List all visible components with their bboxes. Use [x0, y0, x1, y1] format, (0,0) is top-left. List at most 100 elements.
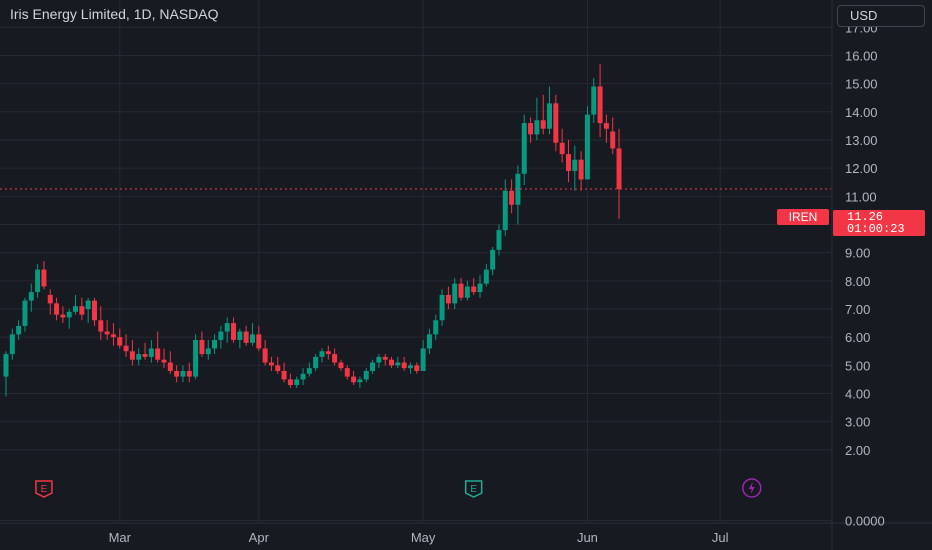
candle-body[interactable] — [351, 376, 357, 383]
candle-body[interactable] — [54, 303, 60, 315]
candle-body[interactable] — [370, 362, 376, 371]
candle-body[interactable] — [249, 334, 255, 343]
candle-body[interactable] — [117, 337, 123, 346]
candle-body[interactable] — [540, 120, 546, 129]
candle-body[interactable] — [471, 286, 477, 293]
candle-body[interactable] — [16, 325, 22, 335]
candle-body[interactable] — [477, 283, 483, 293]
candle-body[interactable] — [464, 286, 470, 298]
candle-body[interactable] — [66, 311, 72, 318]
candle-body[interactable] — [521, 123, 527, 174]
candle-body[interactable] — [256, 334, 262, 349]
candle-body[interactable] — [319, 351, 325, 357]
candle-body[interactable] — [161, 359, 167, 363]
candle-body[interactable] — [313, 356, 319, 369]
candle-body[interactable] — [515, 173, 521, 205]
candle-body[interactable] — [287, 379, 293, 386]
candle-body[interactable] — [306, 368, 312, 374]
candle-body[interactable] — [294, 379, 300, 386]
candle-body[interactable] — [572, 159, 578, 171]
candle-body[interactable] — [60, 314, 66, 318]
candle-body[interactable] — [98, 320, 104, 332]
candle-body[interactable] — [376, 356, 382, 363]
candle-body[interactable] — [300, 373, 306, 380]
candle-body[interactable] — [591, 86, 597, 115]
candle-body[interactable] — [174, 370, 180, 377]
candle-body[interactable] — [28, 292, 34, 301]
candle-body[interactable] — [148, 348, 154, 357]
candle-body[interactable] — [332, 354, 338, 363]
candle-body[interactable] — [231, 323, 237, 340]
candle-body[interactable] — [129, 351, 135, 360]
candle-body[interactable] — [363, 370, 369, 380]
candle-body[interactable] — [91, 300, 97, 321]
candle-body[interactable] — [3, 354, 9, 377]
candle-body[interactable] — [110, 334, 116, 338]
candle-body[interactable] — [584, 114, 590, 180]
candle-body[interactable] — [534, 120, 540, 135]
candle-body[interactable] — [559, 142, 565, 155]
split-event-icon[interactable] — [742, 478, 762, 498]
candle-body[interactable] — [325, 351, 331, 355]
candle-body[interactable] — [458, 283, 464, 298]
candle-body[interactable] — [426, 334, 432, 349]
candle-body[interactable] — [205, 348, 211, 355]
candle-body[interactable] — [452, 283, 458, 304]
candle-body[interactable] — [167, 362, 173, 371]
candle-body[interactable] — [85, 300, 91, 309]
candle-body[interactable] — [389, 359, 395, 366]
candle-body[interactable] — [136, 354, 142, 360]
candle-body[interactable] — [73, 306, 79, 312]
candle-body[interactable] — [597, 86, 603, 124]
candle-body[interactable] — [553, 103, 559, 143]
candle-body[interactable] — [22, 300, 28, 326]
candle-body[interactable] — [338, 362, 344, 369]
candle-body[interactable] — [547, 103, 553, 129]
candle-body[interactable] — [47, 294, 53, 304]
candle-body[interactable] — [268, 362, 274, 366]
candle-body[interactable] — [218, 331, 224, 340]
candle-body[interactable] — [616, 148, 622, 189]
earnings-event-icon[interactable] — [35, 480, 53, 498]
candle-body[interactable] — [180, 370, 186, 377]
candle-body[interactable] — [212, 339, 218, 349]
candle-body[interactable] — [104, 331, 110, 335]
candle-body[interactable] — [565, 154, 571, 171]
candle-body[interactable] — [281, 370, 287, 380]
candle-body[interactable] — [395, 362, 401, 366]
candle-body[interactable] — [496, 230, 502, 250]
candle-body[interactable] — [237, 331, 243, 340]
candle-body[interactable] — [123, 345, 129, 352]
candle-body[interactable] — [41, 269, 47, 287]
candle-body[interactable] — [490, 249, 496, 270]
candle-body[interactable] — [186, 370, 192, 377]
candle-body[interactable] — [344, 368, 350, 377]
candle-body[interactable] — [275, 365, 281, 371]
candle-body[interactable] — [578, 159, 584, 180]
currency-button[interactable]: USD — [837, 5, 925, 27]
candle-body[interactable] — [382, 356, 388, 360]
earnings-event-icon[interactable] — [464, 480, 483, 498]
candle-body[interactable] — [420, 348, 426, 371]
candle-body[interactable] — [433, 320, 439, 335]
candle-body[interactable] — [445, 294, 451, 304]
candle-body[interactable] — [439, 294, 445, 321]
candle-body[interactable] — [262, 348, 268, 363]
candle-body[interactable] — [509, 190, 515, 205]
candle-body[interactable] — [199, 339, 205, 355]
candle-body[interactable] — [35, 269, 41, 293]
candle-body[interactable] — [528, 123, 534, 135]
candle-body[interactable] — [243, 331, 249, 343]
candle-body[interactable] — [502, 190, 508, 231]
candle-body[interactable] — [357, 379, 363, 383]
candle-body[interactable] — [155, 348, 161, 360]
candle-body[interactable] — [414, 365, 420, 371]
candle-body[interactable] — [79, 306, 85, 315]
candle-body[interactable] — [9, 334, 15, 355]
candle-body[interactable] — [224, 323, 230, 332]
candle-body[interactable] — [483, 269, 489, 284]
candle-body[interactable] — [603, 123, 609, 129]
candle-body[interactable] — [142, 354, 148, 357]
candle-body[interactable] — [610, 131, 616, 149]
